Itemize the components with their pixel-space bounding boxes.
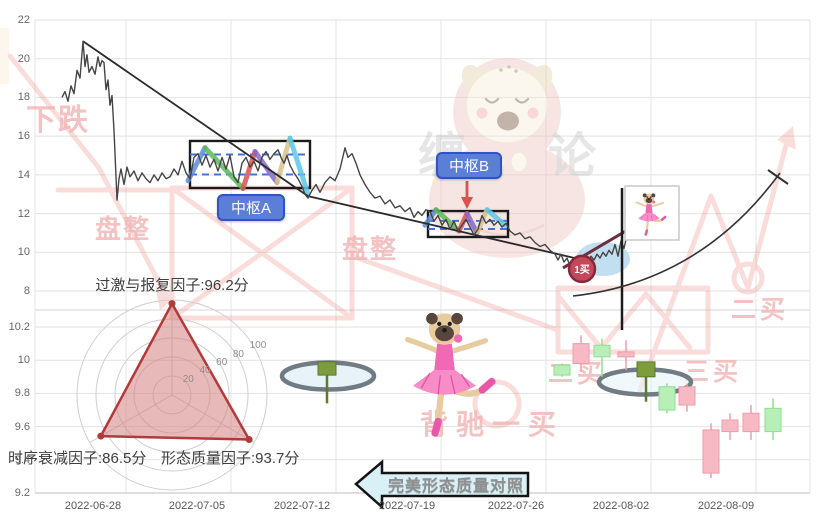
radar-factor-bottomright-label: 形态质量因子:93.7分: [161, 450, 300, 467]
y-axis-label: 9.2: [14, 487, 30, 499]
watermark-text: 盘整: [95, 214, 151, 244]
radar-tick-label: 60: [216, 356, 228, 368]
y-axis-label: 9.8: [14, 387, 30, 400]
radar-factor-bottomleft-label: 时序衰减因子:86.5分: [8, 450, 147, 467]
x-axis-date-label: 2022-07-19: [378, 500, 436, 512]
candlestick: [721, 419, 739, 433]
candlestick: [317, 361, 337, 376]
x-axis-date-label: 2022-07-05: [168, 500, 226, 512]
x-axis-date-label: 2022-08-09: [697, 500, 755, 512]
banner-arrow-shape: [354, 459, 530, 510]
y-axis-label: 22: [17, 14, 30, 26]
y-axis-label: 10.2: [8, 321, 30, 333]
radar-tick-label: 20: [182, 373, 194, 385]
trend-schematic-watermark: [0, 28, 796, 429]
data-layer: 1买: [61, 40, 789, 491]
y-axis-label: 12: [17, 207, 30, 220]
candlestick: [702, 429, 720, 474]
candlestick: [617, 351, 635, 358]
candlestick: [636, 361, 656, 378]
watermark-text: 背驰一买: [420, 409, 564, 440]
candlestick: [678, 386, 696, 406]
radar-polygon: [99, 302, 251, 441]
mascot-char-right: 论: [548, 130, 597, 183]
watermark-text: 下跌: [26, 104, 90, 137]
x-axis-date-label: 2022-07-12: [273, 500, 331, 512]
y-axis-label: 9.4: [14, 453, 30, 466]
watermark-text: 二买: [731, 296, 789, 324]
candlestick: [572, 343, 590, 365]
banner-label: 完美形态质量对照: [387, 478, 524, 495]
radar-tick-label: 80: [232, 348, 244, 360]
y-axis-label: 10: [17, 354, 30, 367]
radar-factor-top-label: 过激与报复因子:96.2分: [95, 277, 249, 294]
zhongshu-a-label: 中枢A: [217, 194, 285, 221]
candlestick: [764, 407, 782, 433]
radar-tick-label: 40: [199, 365, 211, 377]
radar-tick-label: 100: [249, 340, 267, 352]
candlestick: [593, 344, 611, 358]
y-axis-label: 20: [17, 52, 30, 65]
y-axis-label: 14: [17, 168, 30, 181]
x-axis-date-label: 2022-08-02: [592, 500, 650, 512]
x-axis-date-label: 2022-06-28: [64, 500, 122, 512]
y-axis-label: 10: [17, 246, 30, 259]
candlestick: [553, 364, 571, 376]
y-axis-label: 8: [23, 284, 30, 297]
y-axis-label: 16: [17, 130, 30, 143]
ballerina-thumbnail-frame: [624, 185, 680, 241]
watermark-text: 盘整: [342, 234, 398, 264]
x-axis-date-label: 2022-07-26: [487, 500, 545, 512]
y-axis-label: 18: [17, 91, 30, 104]
candlestick: [742, 412, 760, 433]
buy-point-badge: 1买: [574, 264, 590, 276]
zhongshu-b-label: 中枢B: [436, 152, 502, 179]
candlestick: [658, 386, 676, 411]
y-axis-label: 9.6: [14, 420, 30, 433]
